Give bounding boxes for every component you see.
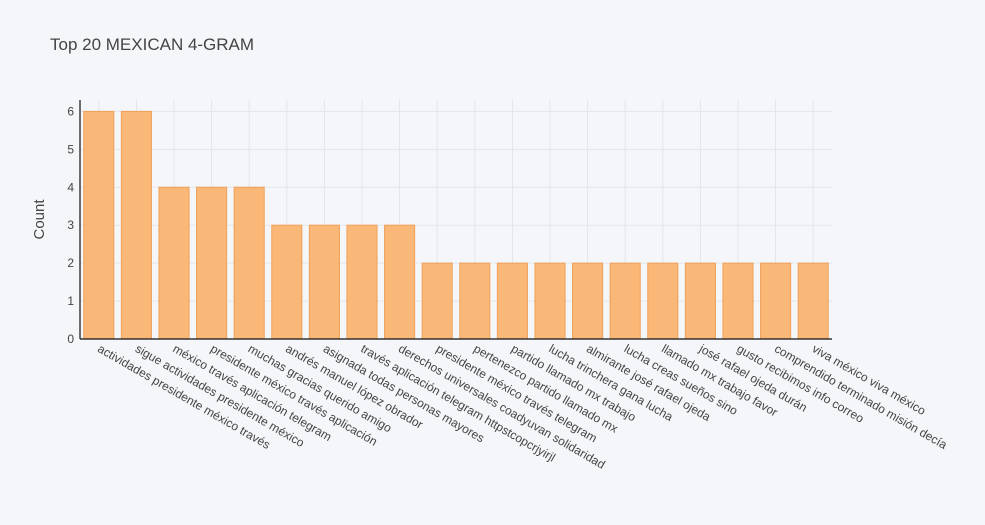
bar (722, 262, 754, 340)
bar (233, 186, 265, 340)
bar (158, 186, 190, 340)
y-tick-label: 1 (67, 294, 74, 308)
y-tick-label: 4 (67, 180, 74, 194)
bar (346, 224, 378, 340)
y-tick-label: 2 (67, 256, 74, 270)
y-tick-labels: 0 1 2 3 4 5 6 (67, 104, 74, 346)
y-axis-label: Count (31, 199, 48, 240)
y-tick-label: 0 (67, 332, 74, 346)
gridlines (80, 100, 832, 339)
bar (572, 262, 604, 340)
y-tick-label: 3 (67, 218, 74, 232)
bar (83, 110, 115, 340)
bar (459, 262, 491, 340)
bar (760, 262, 792, 340)
bar (609, 262, 641, 340)
bar (684, 262, 716, 340)
bar (384, 224, 416, 340)
y-tick-label: 5 (67, 142, 74, 156)
bar (797, 262, 829, 340)
bar (421, 262, 453, 340)
bars (83, 110, 829, 340)
y-tick-label: 6 (67, 104, 74, 118)
bar (647, 262, 679, 340)
bar (496, 262, 528, 340)
bar (196, 186, 228, 340)
bar (120, 110, 152, 340)
chart-title: Top 20 MEXICAN 4-GRAM (50, 35, 254, 54)
bar (271, 224, 303, 340)
bar (308, 224, 340, 340)
bar (534, 262, 566, 340)
x-tick-labels: actividades presidente méxico travéssigu… (95, 341, 949, 472)
